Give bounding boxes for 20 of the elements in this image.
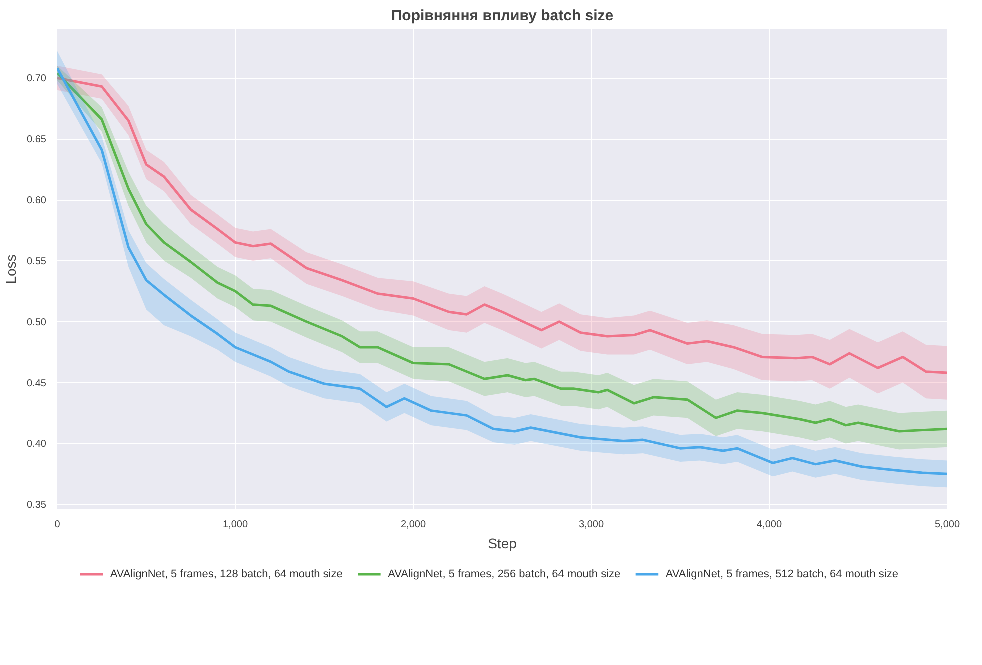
y-tick-label: 0.50 xyxy=(27,317,47,328)
y-tick-label: 0.45 xyxy=(27,378,47,390)
x-tick-label: 5,000 xyxy=(934,520,960,530)
chart-title: Порівняння впливу batch size xyxy=(391,8,614,24)
legend-label: AVAlignNet, 5 frames, 512 batch, 64 mouth size xyxy=(666,568,898,580)
x-tick-label: 0 xyxy=(54,520,61,530)
x-tick-label: 2,000 xyxy=(400,520,426,530)
y-tick-label: 0.40 xyxy=(27,439,47,450)
legend-label: AVAlignNet, 5 frames, 128 batch, 64 mouth size xyxy=(110,568,343,580)
x-tick-label: 4,000 xyxy=(756,520,782,530)
y-tick-label: 0.60 xyxy=(27,196,47,207)
y-tick-label: 0.65 xyxy=(27,134,47,146)
legend-label: AVAlignNet, 5 frames, 256 batch, 64 mouth size xyxy=(388,568,621,580)
x-axis-title: Step xyxy=(488,536,518,552)
y-tick-label: 0.35 xyxy=(27,500,47,512)
y-tick-label: 0.70 xyxy=(27,74,47,85)
x-tick-label: 1,000 xyxy=(222,520,248,530)
y-tick-label: 0.55 xyxy=(27,256,47,268)
x-tick-label: 3,000 xyxy=(578,520,604,530)
y-axis-title: Loss xyxy=(3,254,20,284)
